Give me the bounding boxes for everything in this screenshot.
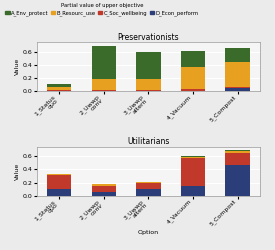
Bar [47, 176, 72, 189]
Bar [136, 90, 161, 91]
Bar [136, 182, 161, 183]
Bar [181, 186, 205, 196]
Bar [225, 153, 250, 165]
Bar [225, 150, 250, 151]
Bar [92, 184, 116, 186]
Bar [92, 78, 116, 90]
Bar [47, 189, 72, 196]
Bar [136, 79, 161, 90]
Bar [47, 87, 72, 90]
Bar [92, 192, 116, 196]
Bar [225, 87, 250, 88]
Bar [181, 68, 205, 89]
Bar [181, 158, 205, 186]
Bar [92, 90, 116, 91]
Bar [225, 165, 250, 196]
Bar [181, 89, 205, 91]
Bar [225, 88, 250, 91]
Bar [181, 156, 205, 157]
Bar [92, 46, 116, 78]
X-axis label: Option: Option [138, 230, 159, 235]
Bar [181, 157, 205, 158]
Legend: A_Env_protect, B_Resourc_use, C_Soc_wellbeing, D_Econ_perform: A_Env_protect, B_Resourc_use, C_Soc_well… [6, 3, 199, 16]
Title: Utilitarians: Utilitarians [127, 137, 170, 146]
Bar [92, 186, 116, 192]
Y-axis label: Value: Value [15, 162, 20, 180]
Title: Preservationists: Preservationists [118, 32, 179, 42]
Y-axis label: Value: Value [15, 58, 20, 76]
Bar [225, 62, 250, 87]
Bar [47, 90, 72, 91]
Bar [136, 183, 161, 189]
Bar [136, 52, 161, 79]
Bar [225, 151, 250, 153]
Bar [136, 189, 161, 196]
Bar [47, 84, 72, 87]
Bar [225, 48, 250, 62]
Bar [181, 51, 205, 68]
Bar [47, 174, 72, 176]
